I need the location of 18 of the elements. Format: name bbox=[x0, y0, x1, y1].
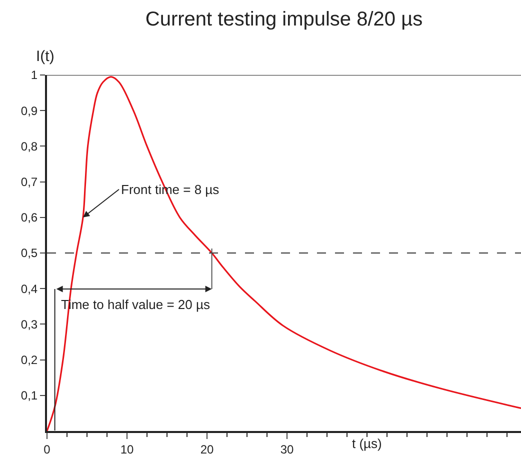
y-tick-label: 0,1 bbox=[20, 388, 38, 403]
y-tick-label: 0,5 bbox=[20, 246, 38, 260]
y-tick-label: 0,7 bbox=[20, 175, 38, 189]
y-axis-title: I(t) bbox=[36, 48, 54, 65]
x-axis-title: t (µs) bbox=[352, 436, 382, 451]
y-tick-label: 0,2 bbox=[20, 353, 38, 367]
y-tick-label: 0,3 bbox=[20, 317, 38, 332]
x-tick-label: 10 bbox=[120, 442, 134, 456]
x-tick-label: 30 bbox=[280, 442, 294, 456]
line-series bbox=[47, 76, 521, 431]
y-tick-label: 0,8 bbox=[20, 139, 38, 154]
y-tick-label: 1 bbox=[30, 68, 38, 82]
y-tick-label: 0,9 bbox=[20, 104, 38, 118]
x-tick-label: 20 bbox=[200, 442, 214, 456]
chart-title: Current testing impulse 8/20 µs bbox=[145, 8, 423, 30]
y-tick-label: 0,6 bbox=[20, 210, 38, 225]
x-tick-label: 0 bbox=[44, 442, 51, 456]
y-tick-label: 0,4 bbox=[20, 282, 38, 296]
